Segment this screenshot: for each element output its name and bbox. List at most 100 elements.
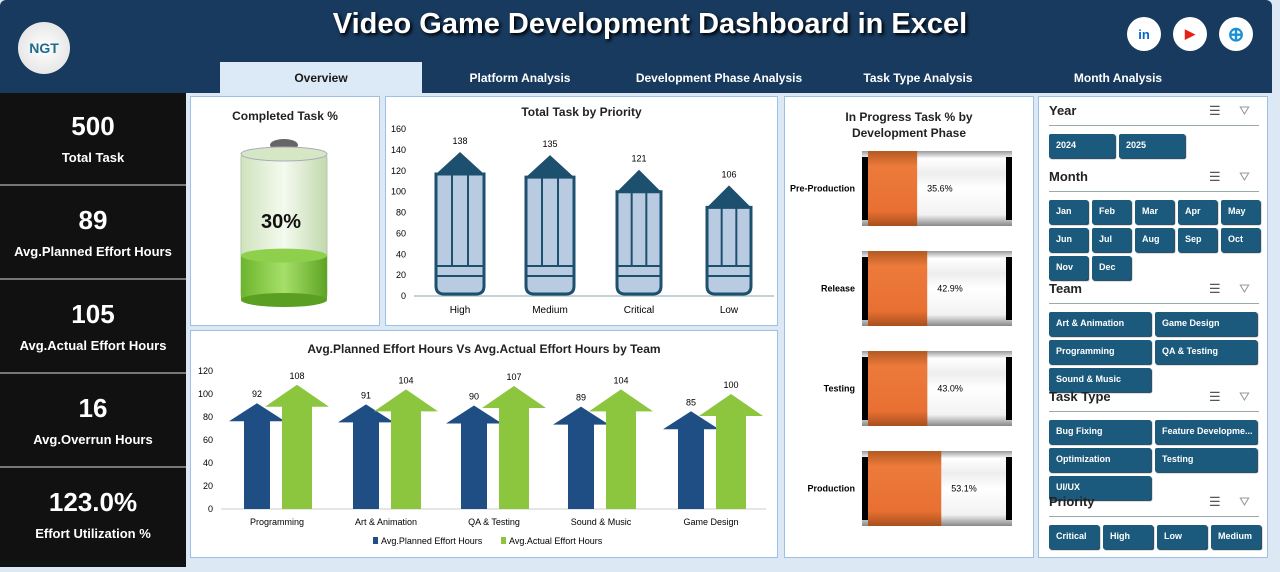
bar-planned [663,411,719,509]
category-label: Pre-Production [790,184,855,194]
progress-fill [868,451,942,526]
multi-select-icon[interactable]: ☰ [1209,281,1221,296]
y-tick-label: 160 [391,124,406,134]
slicer-item-team[interactable]: Sound & Music [1049,368,1151,392]
slicer-item-priority[interactable]: Medium [1211,525,1261,549]
slicer-item-priority[interactable]: High [1103,525,1153,549]
category-label: Production [808,484,856,494]
tab-platform-analysis[interactable]: Platform Analysis [469,70,571,85]
kpi-label: Total Task [61,150,125,165]
slicer-item-task-type[interactable]: UI/UX [1049,476,1151,500]
category-label: Release [821,284,855,294]
slicer-item-month[interactable]: Nov [1049,256,1088,280]
kpi-value: 89 [78,205,108,235]
multi-select-icon[interactable]: ☰ [1209,389,1221,404]
bar-actual [589,389,653,509]
y-tick-label: 40 [396,249,406,259]
tab-task-type-analysis[interactable]: Task Type Analysis [863,70,973,85]
clear-filter-icon[interactable]: ⛛ [1239,103,1250,118]
tab-month-analysis[interactable]: Month Analysis [1073,70,1163,85]
slicer-item-month[interactable]: Apr [1178,200,1217,224]
progress-fill [868,151,918,226]
multi-select-icon[interactable]: ☰ [1209,494,1221,509]
slicer-item-priority[interactable]: Low [1157,525,1207,549]
y-tick-label: 20 [203,481,213,491]
kpi-value: 105 [71,299,115,329]
slicer-item-team[interactable]: Art & Animation [1049,312,1151,336]
y-tick-label: 140 [391,145,406,155]
completed-task-panel: Completed Task % 30% [190,96,380,326]
legend-swatch [373,537,378,544]
legend-swatch [501,537,506,544]
clear-filter-icon[interactable]: ⛛ [1239,389,1250,404]
bar-planned [446,405,502,509]
bar-actual [699,394,763,509]
kpi-value: 16 [78,393,108,423]
x-tick-label: Critical [624,305,655,316]
bar-planned [553,406,609,509]
chart-title: Completed Task % [232,109,338,123]
y-tick-label: 80 [396,208,406,218]
slicer-item-team[interactable]: QA & Testing [1155,340,1257,364]
clear-filter-icon[interactable]: ⛛ [1239,169,1250,184]
slicer-item-task-type[interactable]: Bug Fixing [1049,420,1151,444]
y-tick-label: 100 [391,187,406,197]
y-tick-label: 20 [396,270,406,280]
y-tick-label: 0 [208,504,213,514]
slicer-title-year: Year [1049,103,1077,118]
y-tick-label: 40 [203,458,213,468]
linkedin-button[interactable]: in [1127,17,1161,51]
slicer-item-task-type[interactable]: Testing [1155,448,1257,472]
progress-fill [868,351,928,426]
slicer-item-month[interactable]: Sep [1178,228,1217,252]
divider [1049,411,1259,412]
youtube-icon: ▶ [1185,26,1195,41]
slicer-item-task-type[interactable]: Feature Developme... [1155,420,1257,444]
slicer-item-month[interactable]: Jun [1049,228,1088,252]
y-tick-label: 80 [203,412,213,422]
battery-gauge [240,139,328,307]
tab-overview[interactable]: Overview [220,62,422,93]
website-button[interactable]: ⊕ [1219,17,1253,51]
page-title: Video Game Development Dashboard in Exce… [332,8,968,40]
x-tick-label: QA & Testing [468,517,520,527]
slicer-title-team: Team [1049,281,1082,296]
slicer-item-month[interactable]: Oct [1221,228,1260,252]
clear-filter-icon[interactable]: ⛛ [1239,494,1250,509]
globe-icon: ⊕ [1227,23,1245,46]
slicer-item-team[interactable]: Game Design [1155,312,1257,336]
youtube-button[interactable]: ▶ [1173,17,1207,51]
x-tick-label: Sound & Music [571,517,632,527]
y-tick-label: 0 [401,291,406,301]
slicer-item-month[interactable]: Aug [1135,228,1174,252]
data-label: 43.0% [937,384,963,394]
slicer-item-team[interactable]: Programming [1049,340,1151,364]
data-label: 100 [723,380,738,390]
divider [1049,303,1259,304]
slicer-item-month[interactable]: Mar [1135,200,1174,224]
slicer-item-year[interactable]: 2024 [1049,134,1115,158]
y-tick-label: 60 [203,435,213,445]
tab-development-phase-analysis[interactable]: Development Phase Analysis [635,70,803,85]
x-tick-label: Programming [250,517,304,527]
clear-filter-icon[interactable]: ⛛ [1239,281,1250,296]
slicer-item-priority[interactable]: Critical [1049,525,1099,549]
header [0,0,1272,93]
multi-select-icon[interactable]: ☰ [1209,103,1221,118]
divider [1049,516,1259,517]
slicer-item-month[interactable]: Dec [1092,256,1131,280]
kpi-effort-utilization: 123.0% Effort Utilization % [0,469,186,562]
data-label: 107 [506,372,521,382]
slicer-item-month[interactable]: Jan [1049,200,1088,224]
slicer-item-month[interactable]: Jul [1092,228,1131,252]
effort-chart-panel: Avg.Planned Effort Hours Vs Avg.Actual E… [190,330,778,558]
slicer-item-month[interactable]: Feb [1092,200,1131,224]
slicer-item-year[interactable]: 2025 [1119,134,1185,158]
slicer-item-task-type[interactable]: Optimization [1049,448,1151,472]
kpi-avg-planned-effort: 89 Avg.Planned Effort Hours [0,187,186,280]
multi-select-icon[interactable]: ☰ [1209,169,1221,184]
kpi-label: Avg.Planned Effort Hours [14,244,172,259]
effort-chart: 0 20 40 60 80 100 120 92 108 Programming 91 104 Art … [198,366,766,546]
progress-bar-pre-production [862,151,1012,226]
slicer-item-month[interactable]: May [1221,200,1260,224]
